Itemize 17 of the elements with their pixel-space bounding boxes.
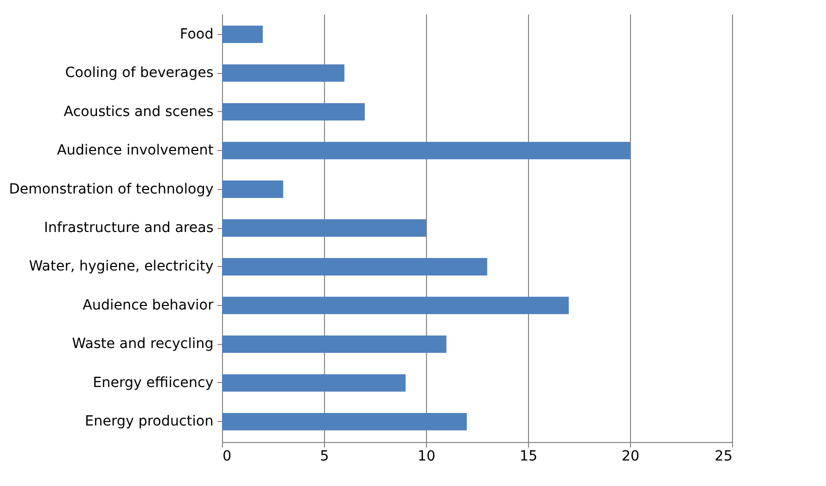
y-tick-label: Cooling of beverages (65, 65, 214, 82)
x-tick-label: 10 (418, 448, 436, 464)
x-tick-label: 20 (622, 448, 640, 464)
y-tick-label: Audience behavior (82, 297, 214, 314)
y-tick-label: Waste and recycling (72, 336, 214, 352)
y-tick-label: Food (180, 26, 214, 42)
y-tick-label: Infrastructure and areas (44, 220, 214, 236)
y-tick-label: Demonstration of technology (8, 181, 214, 198)
x-tick-label: 25 (714, 448, 732, 464)
y-tick-label: Water, hygiene, electricity (28, 258, 214, 275)
y-tick-label: Energy effiicency (92, 374, 214, 391)
x-tick-label: 0 (222, 448, 232, 464)
y-tick-label: Acoustics and scenes (64, 104, 214, 120)
x-tick-label: 5 (320, 448, 329, 464)
x-tick-label: 15 (520, 448, 538, 464)
y-tick-label: Energy production (84, 414, 214, 430)
y-tick-label: Audience involvement (57, 142, 214, 159)
